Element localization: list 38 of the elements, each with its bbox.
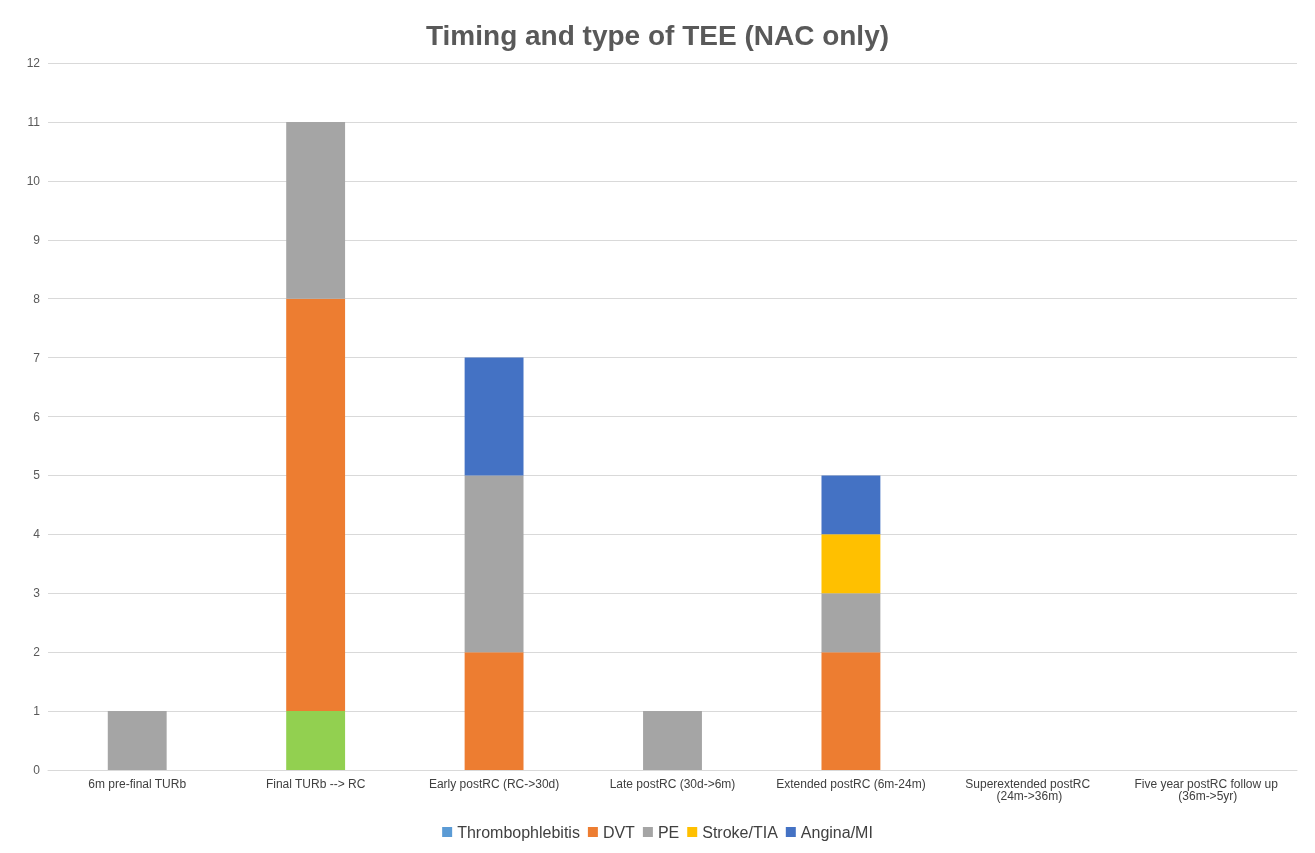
bar <box>464 652 524 770</box>
legend-label: Angina/MI <box>800 823 873 841</box>
bar <box>107 711 167 770</box>
chart-title: Timing and type of TEE (NAC only) <box>425 19 890 51</box>
y-tick-label: 2 <box>33 645 41 660</box>
bar <box>643 711 702 770</box>
bar <box>286 711 346 770</box>
y-tick-label: 12 <box>26 56 41 70</box>
x-tick-label: Five year postRC follow up (36m->5yr) <box>1134 777 1282 803</box>
legend-label: PE <box>657 823 680 841</box>
bar <box>821 475 881 535</box>
bar <box>286 121 346 299</box>
y-tick-label: 5 <box>33 468 41 483</box>
y-tick-label: 9 <box>33 232 41 247</box>
legend-label: Thrombophlebitis <box>457 823 580 841</box>
y-tick-label: 10 <box>26 173 41 188</box>
legend-label: Stroke/TIA <box>702 823 779 841</box>
x-tick-label: 6m pre-final TURb <box>88 777 187 791</box>
y-tick-label: 3 <box>33 586 41 601</box>
legend-label: DVT <box>602 823 636 841</box>
x-tick-label: Final TURb --> RC <box>265 777 366 791</box>
y-tick-label: 0 <box>33 763 41 777</box>
x-tick-label: Early postRC (RC->30d) <box>428 777 560 791</box>
bar <box>286 298 346 712</box>
bar <box>464 357 524 476</box>
bar <box>464 475 524 653</box>
x-tick-label: Late postRC (30d->6m) <box>609 777 736 791</box>
x-tick-label: Extended postRC (6m-24m) <box>776 777 926 791</box>
bar <box>821 534 881 594</box>
y-tick-label: 7 <box>33 350 41 365</box>
y-tick-label: 8 <box>33 291 41 306</box>
x-tick-label: Superextended postRC (24m->36m) <box>965 777 1094 803</box>
y-tick-label: 4 <box>33 527 41 542</box>
bar <box>821 593 881 653</box>
y-tick-label: 1 <box>33 704 41 719</box>
bar <box>821 652 881 770</box>
y-tick-label: 11 <box>27 114 41 129</box>
y-tick-label: 6 <box>33 409 41 424</box>
